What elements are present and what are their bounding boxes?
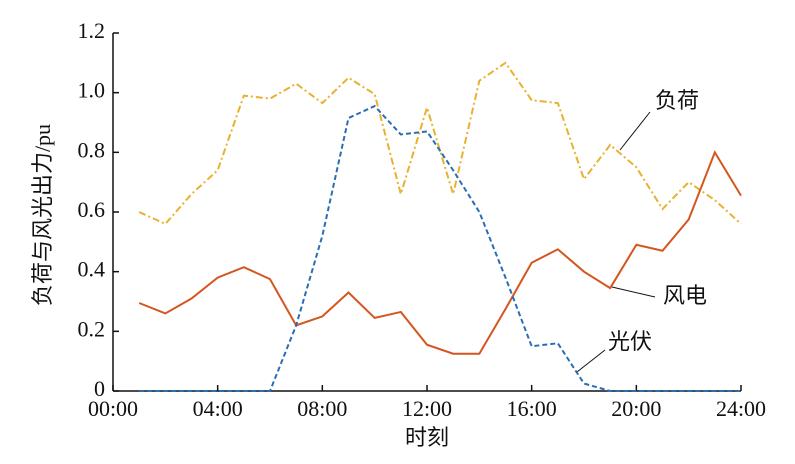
series-label: 光伏 bbox=[608, 329, 652, 354]
x-tick-label: 08:00 bbox=[297, 396, 347, 421]
series-line bbox=[139, 104, 741, 392]
leader-line bbox=[619, 111, 651, 151]
y-tick-label: 0.2 bbox=[78, 316, 106, 341]
x-tick-label: 04:00 bbox=[193, 396, 243, 421]
leader-line bbox=[576, 349, 606, 373]
y-tick-label: 0.6 bbox=[78, 197, 106, 222]
y-axis-label: 负荷与风光出力/pu bbox=[30, 124, 55, 306]
series-label: 风电 bbox=[663, 283, 707, 308]
x-tick-label: 12:00 bbox=[402, 396, 452, 421]
series-label: 负荷 bbox=[655, 88, 699, 113]
series-line bbox=[138, 61, 742, 226]
y-tick-label: 1.0 bbox=[78, 78, 106, 103]
x-axis-label: 时刻 bbox=[405, 425, 449, 450]
y-tick-label: 0 bbox=[94, 376, 105, 401]
y-tick-label: 1.2 bbox=[78, 18, 106, 43]
x-tick-label: 16:00 bbox=[507, 396, 557, 421]
x-tick-label: 00:00 bbox=[88, 396, 138, 421]
series-line bbox=[138, 150, 742, 355]
leader-line bbox=[611, 286, 656, 298]
x-tick-label: 24:00 bbox=[716, 396, 766, 421]
y-tick-label: 0.8 bbox=[78, 137, 106, 162]
x-tick-label: 20:00 bbox=[611, 396, 661, 421]
y-tick-label: 0.4 bbox=[78, 257, 106, 282]
